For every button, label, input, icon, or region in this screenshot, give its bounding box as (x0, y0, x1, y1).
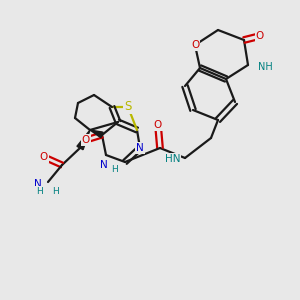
Text: N: N (34, 179, 42, 189)
Text: O: O (256, 31, 264, 41)
Text: H: H (111, 164, 117, 173)
Text: H: H (52, 187, 59, 196)
Polygon shape (77, 130, 90, 150)
Text: HN: HN (164, 154, 180, 164)
Polygon shape (90, 130, 103, 138)
Text: O: O (191, 40, 199, 50)
Text: NH: NH (258, 62, 273, 72)
Text: O: O (40, 152, 48, 162)
Text: S: S (124, 100, 132, 113)
Text: O: O (154, 120, 162, 130)
Text: N: N (136, 143, 144, 153)
Text: N: N (100, 160, 108, 170)
Text: H: H (36, 187, 43, 196)
Text: O: O (82, 135, 90, 145)
